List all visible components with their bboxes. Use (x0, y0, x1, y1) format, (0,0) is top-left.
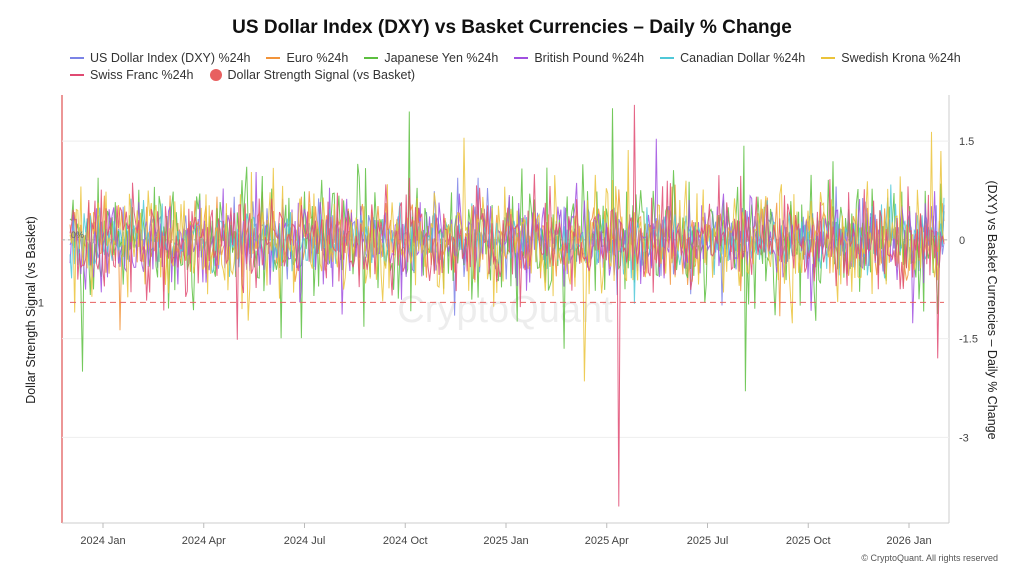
y-right-tick-label: -1.5 (959, 334, 978, 346)
legend-item-yen[interactable]: Japanese Yen %24h (364, 51, 498, 65)
legend: US Dollar Index (DXY) %24h Euro %24h Jap… (70, 49, 970, 83)
x-tick-label: 2025 Jul (687, 535, 729, 547)
chart-title: US Dollar Index (DXY) vs Basket Currenci… (232, 17, 792, 38)
x-tick-label: 2024 Oct (383, 535, 428, 547)
zero-label: 0% (71, 230, 84, 240)
series-line-1 (69, 184, 945, 331)
x-tick-label: 2025 Jan (483, 535, 528, 547)
series-line-5 (69, 131, 945, 382)
y-right-tick-label: 0 (959, 235, 965, 247)
y-left-tick-label: 1 (38, 297, 44, 309)
x-tick-label: 2024 Apr (182, 535, 226, 547)
x-tick-label: 2024 Jan (80, 535, 125, 547)
x-tick-label: 2025 Apr (585, 535, 629, 547)
legend-item-cad[interactable]: Canadian Dollar %24h (660, 51, 805, 65)
x-tick-label: 2025 Oct (786, 535, 831, 547)
copyright-credit: © CryptoQuant. All rights reserved (861, 553, 998, 563)
legend-item-pound[interactable]: British Pound %24h (514, 51, 644, 65)
watermark: CryptoQuant (397, 289, 613, 331)
y-right-tick-label: -3 (959, 432, 969, 444)
series-line-6 (69, 104, 945, 507)
legend-item-dxy[interactable]: US Dollar Index (DXY) %24h (70, 51, 250, 65)
legend-item-chf[interactable]: Swiss Franc %24h (70, 68, 194, 82)
legend-item-signal[interactable]: Dollar Strength Signal (vs Basket) (209, 68, 415, 82)
legend-item-sek[interactable]: Swedish Krona %24h (821, 51, 961, 65)
y-right-tick-label: 1.5 (959, 136, 974, 148)
x-tick-label: 2024 Jul (284, 535, 326, 547)
x-tick-label: 2026 Jan (886, 535, 931, 547)
legend-item-euro[interactable]: Euro %24h (266, 51, 348, 65)
